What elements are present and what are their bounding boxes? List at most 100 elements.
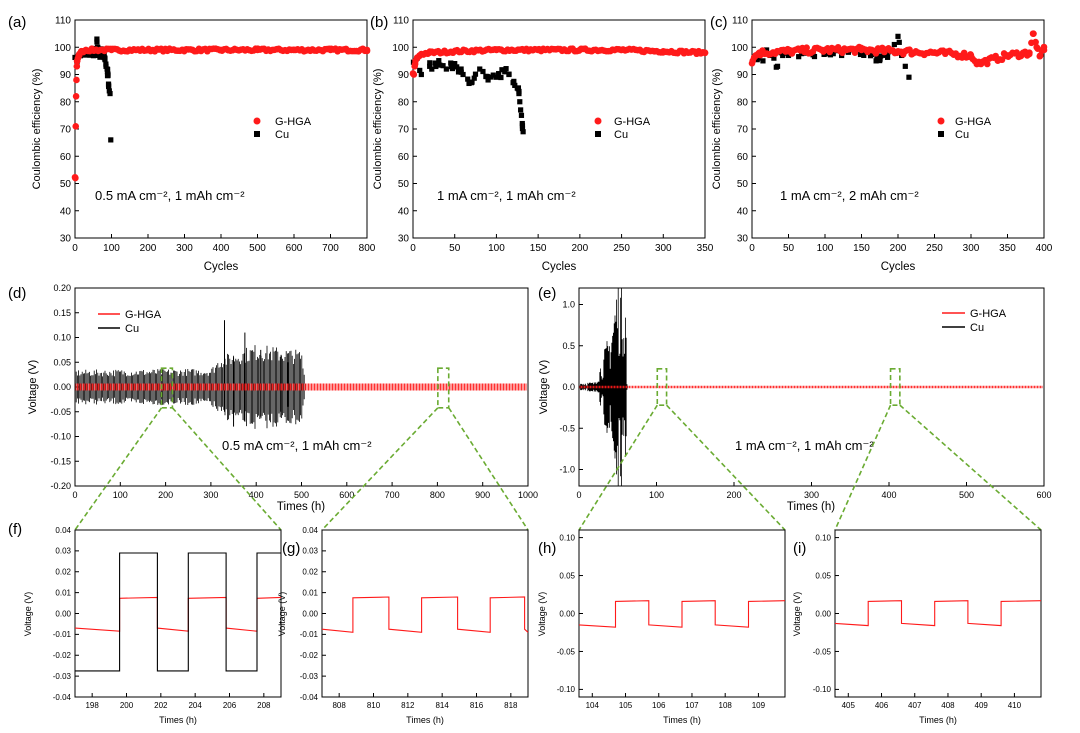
y-tick-label: 0.00 [815,609,831,618]
x-tick-label: 500 [249,243,266,254]
panel-b: (b) 0 50 100 150 200 250 300 350 30 40 50 60 70 80 90 1… [370,14,714,273]
y-axis-label-a: Coulombic efficiency (%) [31,69,43,190]
x-tick-label: 104 [586,701,600,710]
zoom-connector-right [448,407,529,531]
cu-data-point [511,78,517,84]
x-tick-label: 100 [103,243,120,254]
panel-label-e: (e) [538,285,556,302]
ghga-data-point [967,52,975,59]
x-tick-label: 50 [783,243,795,254]
cu-data-point [452,61,458,67]
y-tick-label: 100 [392,43,409,54]
ghga-data-point [1040,46,1048,54]
ghga-data-point [72,174,79,182]
cu-data-point [902,63,908,69]
y-tick-label: -0.04 [300,693,319,702]
axis-ticks-e: 0 100 200 300 400 500 600 -1.0 -0.5 0.0 0.5 1.0 [559,300,1051,500]
legend-marker-ghga-c [937,117,945,125]
panel-e: (e) 0 100 200 300 400 500 600 -1.0 -0.5 0.0 0.5 1.0… [538,285,1052,513]
y-tick-label: 0.01 [302,588,318,597]
x-axis-label-b: Cycles [542,261,577,273]
cu-data-point [94,36,100,42]
axis-ticks-d: 0 100 200 300 400 500 600 700 800 900 1000 -0.20 -0.… [50,283,538,500]
ghga-data-point [72,122,80,130]
cu-data-point [830,51,836,57]
cu-data-point [868,51,874,57]
data-marks-a [71,36,371,182]
zoom-window-box [160,367,174,409]
panel-label-h: (h) [538,540,556,557]
ghga-data-point [858,46,865,54]
y-tick-label: 0.20 [53,283,71,293]
cu-data-point [480,68,486,75]
legend-marker-cu-b [595,131,601,137]
ghga-data-point [983,60,991,68]
ghga-voltage-trace [834,600,1042,627]
legend-marker-ghga-a [253,117,261,125]
zoom-connector-left [74,407,163,531]
ghga-data-point [108,46,115,54]
ghga-data-point [1033,43,1040,51]
panel-label-i: (i) [793,540,806,557]
x-tick-label: 208 [257,701,271,710]
cu-data-point [433,63,439,70]
cu-data-point [512,82,518,88]
x-tick-label: 0 [72,490,77,500]
cu-data-point [106,88,112,94]
x-tick-label: 600 [286,243,303,254]
x-tick-label: 600 [1036,490,1051,500]
ghga-data-point [1004,52,1011,59]
cu-data-point [498,74,504,81]
cu-data-point [427,63,433,69]
cu-data-point [483,73,489,80]
y-tick-label: 80 [737,97,749,108]
cu-data-point [466,80,472,87]
cu-data-point [824,51,830,57]
x-tick-label: 100 [488,243,505,254]
panel-h: (h) 104 105 106 107 108 109 -0.10 -0.05 0.00 0.05… [537,529,786,725]
x-axis-label-g: Times (h) [406,715,444,725]
ghga-data-point [1029,30,1037,37]
y-tick-label: -0.01 [300,630,319,639]
cu-data-point [799,51,805,57]
y-tick-label: 40 [60,206,72,217]
y-tick-label: 0.03 [55,547,71,556]
y-tick-label: 90 [60,70,72,81]
cu-data-point [418,71,424,78]
x-tick-label: 700 [322,243,339,254]
cu-data-point [885,54,891,60]
ghga-data-point [1037,52,1044,59]
cu-data-point [429,66,435,72]
y-tick-label: 110 [732,16,748,27]
y-tick-label: -0.15 [50,456,71,466]
ghga-data-point [576,46,584,54]
data-marks-b [409,45,709,135]
y-tick-label: 0.5 [562,341,575,351]
x-axis-label-e: Times (h) [787,501,835,513]
ghga-data-point [931,49,938,56]
ghga-voltage-trace [578,600,786,628]
condition-label-e: 1 mA cm⁻², 1 mAh cm⁻² [735,438,874,453]
cu-data-point [477,66,483,72]
x-tick-label: 350 [697,243,714,254]
x-tick-label: 250 [926,243,943,254]
y-tick-label: -0.02 [53,651,72,660]
x-tick-label: 408 [941,701,955,710]
data-marks-e [578,288,1043,486]
legend-label-cu-b: Cu [614,129,628,141]
cu-data-point [519,125,526,132]
axis-ticks-i: 405 406 407 408 409 410 -0.10 -0.05 0.00 0.05 0.10 [813,533,1022,710]
y-tick-label: 0.00 [53,382,71,392]
x-tick-label: 108 [719,701,733,710]
x-tick-label: 500 [294,490,309,500]
x-tick-label: 812 [401,701,415,710]
panel-label-b: (b) [370,14,388,31]
cu-data-point [458,69,464,75]
y-axis-label-b: Coulombic efficiency (%) [372,69,384,190]
cu-data-point [488,74,494,80]
x-tick-label: 400 [249,490,264,500]
y-tick-label: 0.10 [53,333,71,343]
y-tick-label: -0.04 [53,693,72,702]
ghga-data-point [144,46,152,54]
cu-data-point [785,52,792,59]
